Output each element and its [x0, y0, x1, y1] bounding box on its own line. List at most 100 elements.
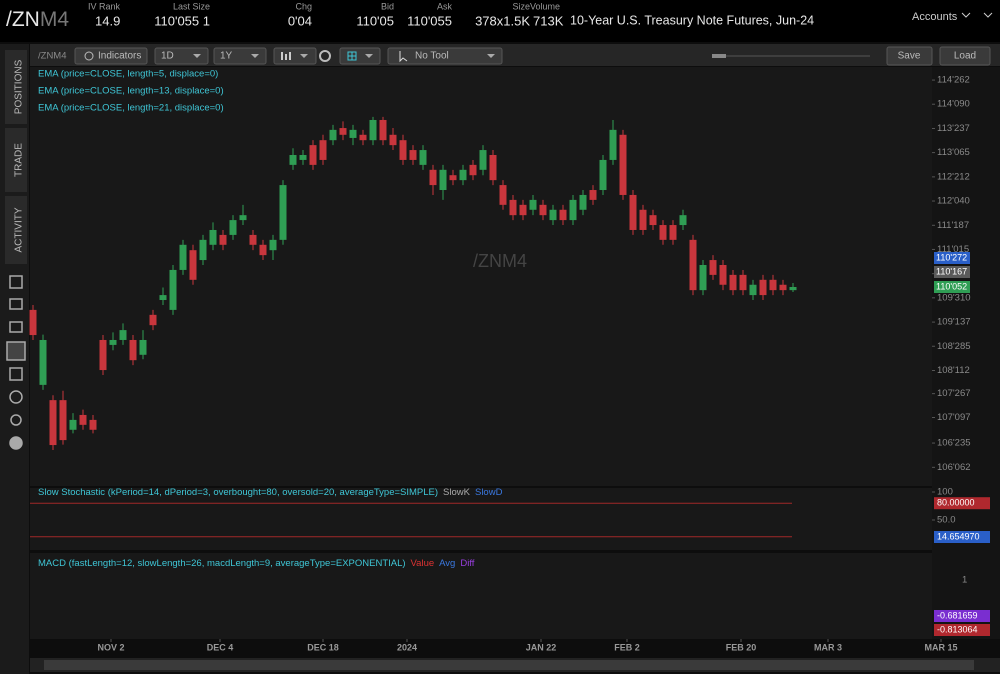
candle-body — [89, 419, 97, 430]
tab[interactable] — [5, 196, 27, 264]
quote-header — [0, 0, 1000, 42]
candle-body — [699, 265, 707, 291]
y-tick-label: 109'137 — [937, 317, 971, 328]
period-select[interactable] — [154, 47, 209, 65]
candle-body — [749, 284, 757, 296]
candle-body — [489, 155, 497, 181]
level-badge-label: 80.00000 — [937, 498, 975, 508]
candle-body — [219, 234, 227, 245]
icon[interactable] — [9, 390, 23, 404]
chart-style-button[interactable] — [273, 47, 317, 65]
tool-select[interactable] — [387, 47, 503, 65]
candle-body — [229, 220, 237, 235]
icon[interactable] — [9, 275, 23, 289]
candle-body — [299, 155, 307, 160]
candle-body — [439, 169, 447, 191]
tab[interactable] — [5, 128, 27, 192]
stochastic-tick-label: 100 — [937, 487, 953, 498]
candle-body — [369, 119, 377, 141]
candle-body — [609, 129, 617, 160]
field-value: 110'055 — [407, 13, 452, 28]
dropdown-arrow — [193, 54, 201, 58]
price-badge — [934, 252, 970, 264]
zoom-handle[interactable] — [712, 54, 726, 58]
tool-label: No Tool — [415, 51, 449, 62]
x-tick-label: DEC 18 — [307, 642, 339, 652]
dropdown-arrow — [251, 54, 259, 58]
scroll-thumb[interactable] — [44, 660, 974, 670]
accounts[interactable]: Accounts — [912, 11, 958, 23]
legend-entry: Diff — [460, 558, 474, 569]
y-tick-label: 112'212 — [937, 171, 970, 182]
candle-body — [379, 119, 387, 141]
price-badge-label: 110'052 — [936, 281, 967, 291]
field-label: Chg — [295, 1, 312, 11]
study-label: EMA (price=CLOSE, length=21, displace=0) — [38, 103, 224, 114]
accounts-arrow[interactable] — [961, 12, 971, 18]
candle-body — [239, 215, 247, 221]
x-tick-label: DEC 4 — [207, 642, 234, 652]
field-value: 110'05 — [356, 13, 394, 28]
candle-body — [589, 190, 597, 200]
legend-entry: SlowK — [443, 487, 471, 498]
candle-body — [79, 414, 87, 425]
field-value: 14.9 — [95, 13, 120, 28]
stochastic-badge — [934, 531, 990, 543]
candle-body — [199, 239, 207, 261]
y-tick-label: 108'112 — [937, 365, 970, 376]
settings-icon[interactable] — [319, 50, 331, 62]
candle-body — [259, 244, 267, 256]
x-tick-label: JAN 22 — [526, 642, 557, 652]
level-badge — [934, 497, 990, 510]
price-badge — [934, 266, 970, 278]
tab[interactable] — [5, 50, 27, 124]
candle-body — [499, 185, 507, 205]
candle-body — [719, 265, 727, 285]
dropdown-arrow — [300, 54, 308, 58]
candle-body — [629, 194, 637, 230]
range-select[interactable] — [213, 47, 267, 65]
description: 10-Year U.S. Treasury Note Futures, Jun-… — [570, 13, 814, 27]
candle-body — [339, 128, 347, 135]
candle-body — [769, 279, 777, 291]
candle-body — [709, 260, 717, 275]
candle-body — [159, 295, 167, 301]
price-panel — [30, 67, 932, 486]
load-button[interactable] — [939, 46, 991, 66]
legend-entry: Avg — [439, 558, 455, 569]
drawing-set-button[interactable] — [339, 47, 381, 65]
candle-body — [549, 209, 557, 221]
icon[interactable] — [9, 321, 23, 333]
icon-active[interactable] — [6, 341, 26, 361]
candle-body — [669, 225, 677, 240]
candle-body — [269, 239, 277, 251]
study-label: Slow Stochastic (kPeriod=14, dPeriod=3, … — [38, 487, 503, 498]
study-label: EMA (price=CLOSE, length=5, displace=0) — [38, 69, 218, 80]
symbol-root: /ZN — [6, 8, 40, 31]
macd-panel — [30, 553, 932, 639]
macd-badge-label: -0.813064 — [937, 624, 978, 634]
toolbar-symbol: /ZNM4 — [38, 51, 67, 62]
price-axis — [932, 67, 1000, 639]
field-label: Volume — [530, 1, 560, 11]
candle-body — [579, 194, 587, 210]
period-label: 1D — [161, 51, 174, 62]
y-tick-label: 114'262 — [937, 75, 970, 86]
icon[interactable] — [9, 367, 23, 381]
candle-body — [619, 134, 627, 195]
collapse-arrow[interactable] — [983, 12, 993, 18]
candle-body — [49, 400, 57, 446]
candle-body — [169, 269, 177, 310]
indicators-button[interactable] — [74, 47, 148, 65]
study-label: MACD (fastLength=12, slowLength=26, macd… — [38, 558, 475, 569]
indicators-icon — [84, 51, 94, 61]
save-button[interactable] — [886, 46, 933, 66]
candle-body — [289, 155, 297, 165]
candle-body — [109, 339, 117, 345]
candle-body — [179, 244, 187, 270]
price-badge — [934, 281, 970, 293]
tab-label: ACTIVITY — [14, 207, 25, 252]
icon[interactable] — [9, 436, 23, 450]
icon[interactable] — [9, 298, 23, 310]
icon[interactable] — [10, 414, 22, 426]
